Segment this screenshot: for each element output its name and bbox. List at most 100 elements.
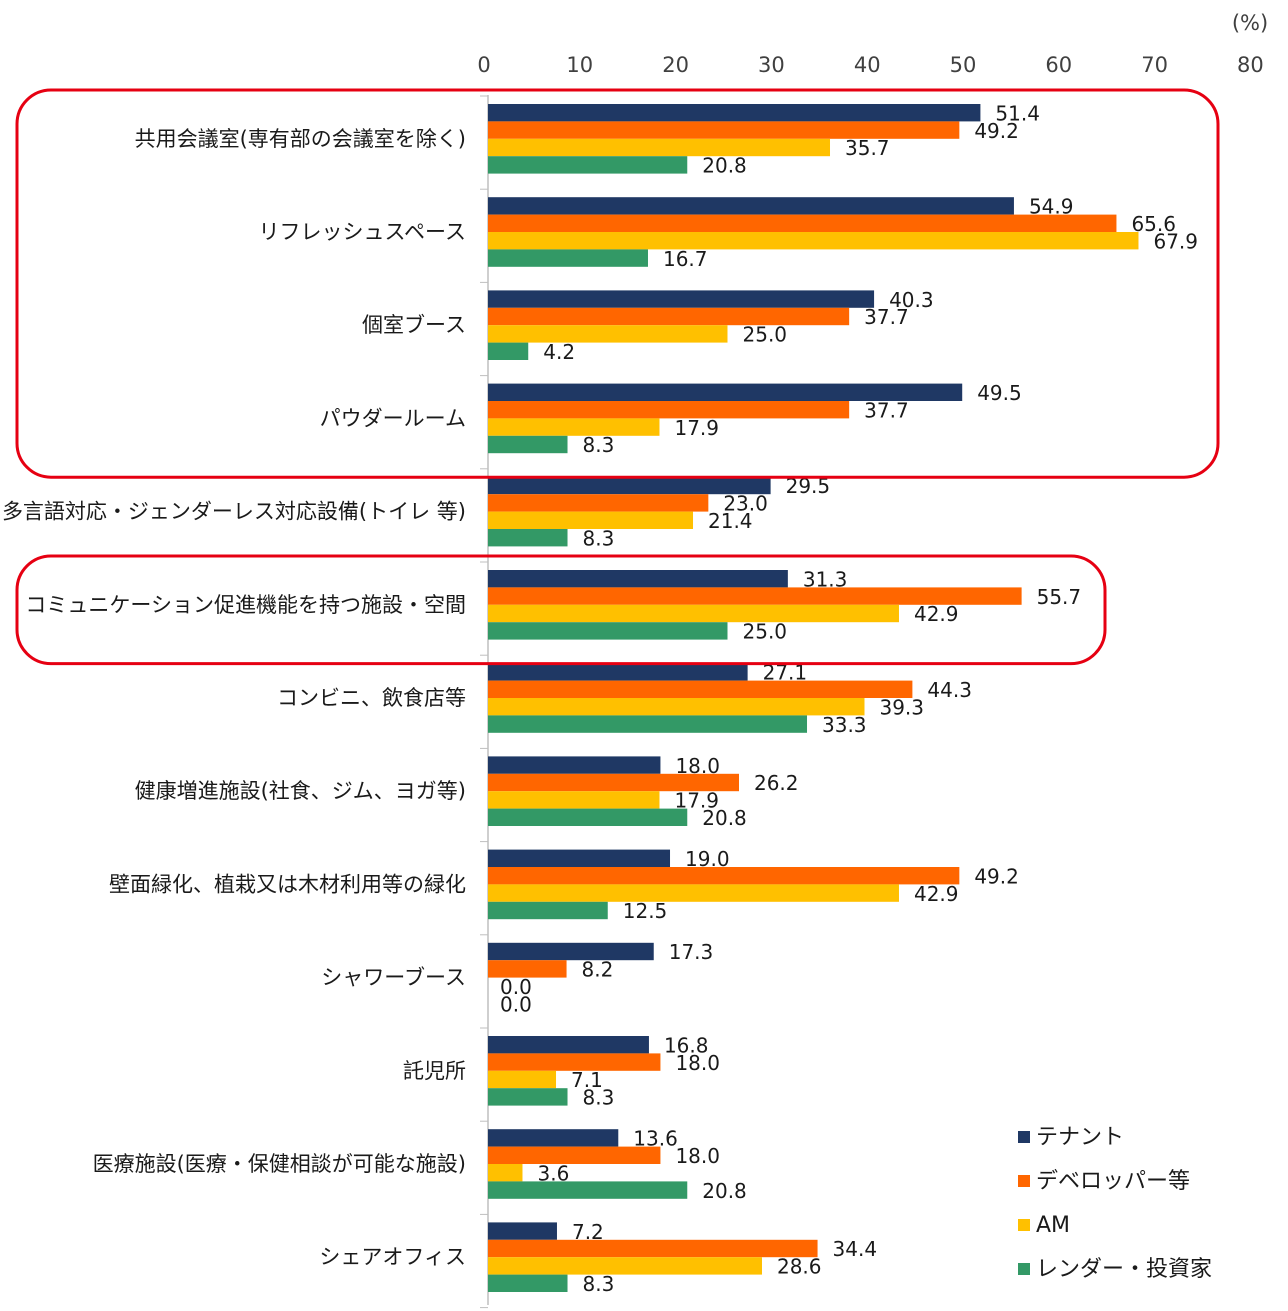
x-tick-label: 50	[950, 53, 977, 77]
bar-0-3	[488, 383, 963, 401]
bar-2-11	[488, 1164, 523, 1182]
bar-1-7	[488, 773, 739, 792]
bar-2-8	[488, 884, 899, 902]
bar-2-2	[488, 325, 728, 343]
bar-2-4	[488, 511, 694, 529]
category-label: 健康増進施設(社食、ジム、ヨガ等)	[135, 779, 466, 803]
data-label: 18.0	[675, 1144, 720, 1168]
data-label: 42.9	[914, 602, 959, 626]
legend-label: レンダー・投資家	[1036, 1257, 1212, 1282]
data-label: 4.2	[543, 340, 575, 364]
data-label: 17.9	[674, 416, 719, 440]
bar-1-4	[488, 494, 709, 512]
category-label: 個室ブース	[362, 313, 466, 337]
x-tick-label: 30	[758, 53, 785, 77]
category-label: コミュニケーション促進機能を持つ施設・空間	[25, 593, 466, 617]
data-label: 0.0	[500, 992, 532, 1016]
bar-3-12	[488, 1274, 568, 1292]
x-tick-label: 20	[662, 53, 689, 77]
legend-label: AM	[1036, 1213, 1070, 1238]
bar-0-6	[488, 663, 748, 681]
legend-label: テナント	[1036, 1125, 1124, 1150]
bar-1-2	[488, 307, 850, 326]
bar-3-6	[488, 715, 808, 733]
bar-2-12	[488, 1257, 762, 1275]
data-label: 17.3	[669, 940, 714, 964]
data-label: 8.3	[583, 433, 615, 457]
bar-1-5	[488, 587, 1022, 605]
bar-3-8	[488, 901, 608, 920]
bar-2-10	[488, 1070, 557, 1089]
bar-1-8	[488, 867, 960, 885]
data-label: 8.3	[583, 1086, 615, 1110]
data-label: 49.5	[977, 381, 1022, 405]
legend-swatch	[1018, 1219, 1030, 1231]
bar-0-11	[488, 1129, 619, 1147]
data-label: 28.6	[777, 1255, 822, 1279]
bar-0-2	[488, 290, 875, 308]
bar-3-11	[488, 1181, 688, 1199]
highlight-box	[15, 554, 1107, 666]
x-tick-label: 60	[1045, 53, 1072, 77]
data-label: 35.7	[845, 136, 890, 160]
bar-1-3	[488, 401, 850, 419]
bar-2-6	[488, 698, 865, 716]
bar-2-3	[488, 418, 660, 436]
data-label: 8.2	[582, 958, 614, 982]
bar-1-1	[488, 214, 1117, 232]
data-label: 7.1	[571, 1068, 603, 1092]
data-label: 8.3	[583, 1272, 615, 1296]
category-label: 多言語対応・ジェンダーレス対応設備(トイレ 等)	[2, 500, 466, 524]
bar-3-2	[488, 342, 529, 360]
bar-0-9	[488, 942, 654, 961]
bar-3-10	[488, 1088, 568, 1106]
data-label: 65.6	[1131, 212, 1176, 236]
category-label: シェアオフィス	[319, 1245, 466, 1269]
bar-0-12	[488, 1222, 557, 1240]
bar-0-8	[488, 849, 671, 867]
category-label: 壁面緑化、植栽又は木材利用等の緑化	[109, 872, 466, 896]
x-tick-label: 40	[854, 53, 881, 77]
bar-1-6	[488, 680, 913, 698]
legend-label: デベロッパー等	[1036, 1169, 1190, 1194]
x-tick-label: 10	[566, 53, 593, 77]
data-label: 20.8	[702, 806, 747, 830]
data-label: 8.3	[583, 526, 615, 550]
bar-2-0	[488, 138, 831, 157]
data-label: 12.5	[623, 899, 668, 923]
data-label: 16.7	[663, 247, 708, 271]
data-label: 0.0	[500, 975, 532, 999]
bar-1-11	[488, 1146, 661, 1164]
data-label: 55.7	[1037, 585, 1082, 609]
data-label: 67.9	[1153, 229, 1198, 253]
bar-3-0	[488, 156, 688, 174]
category-label: 託児所	[403, 1059, 466, 1083]
data-label: 16.8	[664, 1033, 709, 1057]
data-label: 44.3	[927, 678, 972, 702]
legend-swatch	[1018, 1263, 1030, 1275]
category-label: リフレッシュスペース	[259, 220, 466, 244]
category-label: 医療施設(医療・保健相談が可能な施設)	[93, 1152, 466, 1176]
data-label: 20.8	[702, 154, 747, 178]
legend-swatch	[1018, 1175, 1030, 1187]
data-label: 42.9	[914, 882, 959, 906]
data-label: 51.4	[995, 101, 1040, 125]
data-label: 49.2	[974, 119, 1019, 143]
highlight-box	[15, 88, 1220, 479]
legend-swatch	[1018, 1131, 1030, 1143]
bar-1-0	[488, 121, 960, 139]
bar-2-5	[488, 604, 899, 623]
data-label: 34.4	[833, 1237, 878, 1261]
data-label: 40.3	[889, 288, 934, 312]
bar-3-3	[488, 435, 568, 454]
data-label: 25.0	[743, 323, 788, 347]
x-tick-label: 80	[1237, 53, 1264, 77]
data-label: 33.3	[822, 713, 867, 737]
category-label: コンビニ、飲食店等	[277, 686, 466, 710]
bar-3-1	[488, 249, 648, 267]
bar-2-7	[488, 791, 660, 809]
data-label: 18.0	[675, 1051, 720, 1075]
data-label: 37.7	[864, 305, 909, 329]
bar-1-9	[488, 960, 567, 978]
